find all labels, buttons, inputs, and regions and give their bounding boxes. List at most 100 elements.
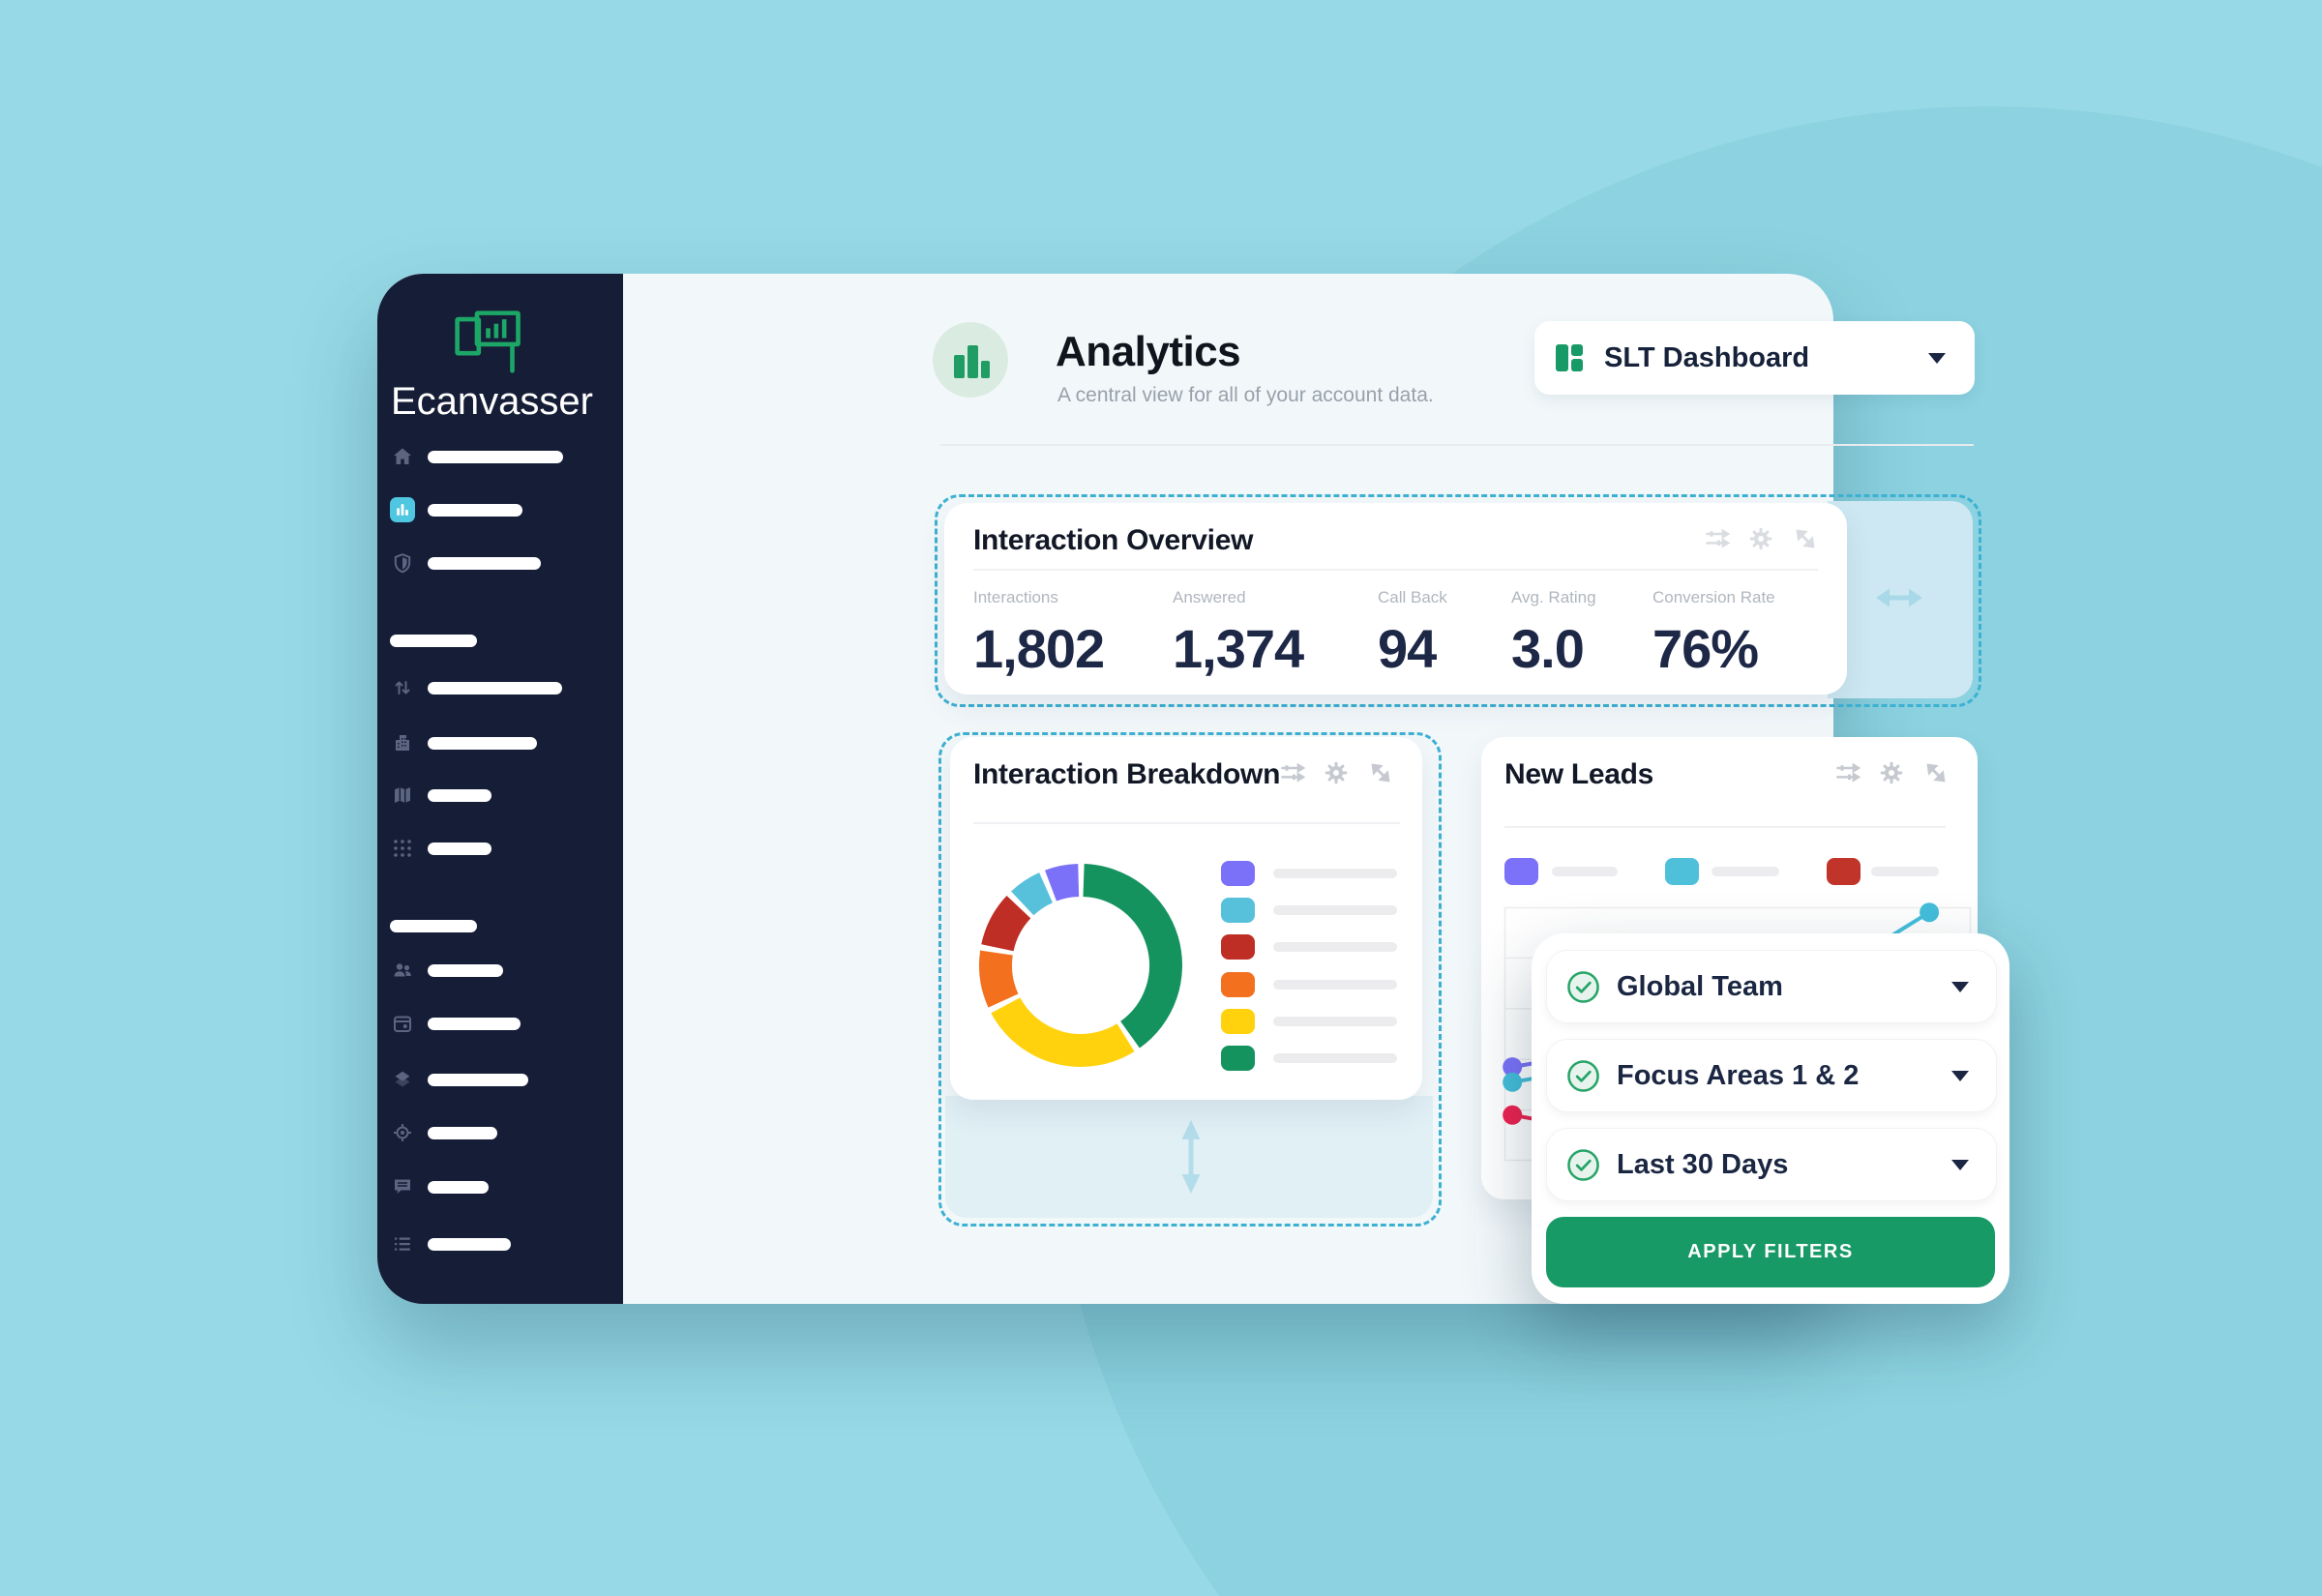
chat-icon: [390, 1174, 415, 1199]
donut-slice-yellow: [991, 996, 1135, 1067]
stats-row: Interactions 1,802 Answered 1,374 Call B…: [973, 588, 1846, 680]
horizontal-resize-arrow-icon[interactable]: [1876, 582, 1922, 613]
sidebar-item[interactable]: [390, 1231, 511, 1256]
sidebar-item[interactable]: [390, 730, 537, 755]
sidebar-item-label-placeholder: [428, 1017, 521, 1030]
expand-icon[interactable]: [1366, 758, 1395, 787]
sidebar-item-label-placeholder: [428, 503, 522, 517]
adjust-sliders-icon[interactable]: [1277, 758, 1306, 787]
expand-icon[interactable]: [1791, 524, 1820, 553]
stat-label: Interactions: [973, 588, 1058, 606]
legend-chip-red: [1221, 934, 1255, 961]
legend-label-placeholder: [1273, 979, 1397, 990]
header-divider: [940, 444, 1974, 446]
donut-slice-green: [1082, 864, 1182, 1049]
sidebar-item[interactable]: [390, 1067, 528, 1092]
filter-panel: Global Team Focus Areas 1 & 2 Last 30 Da…: [1532, 933, 2009, 1304]
card-actions: [1832, 758, 1950, 787]
dashboard-selector[interactable]: SLT Dashboard: [1534, 321, 1975, 395]
card-divider: [973, 569, 1818, 571]
check-circle-icon: [1567, 1148, 1599, 1181]
vertical-resize-arrow-icon[interactable]: [1176, 1120, 1206, 1194]
overview-resize-zone: [935, 494, 1981, 707]
sidebar-item[interactable]: [390, 783, 491, 808]
card-title: Interaction Overview: [973, 524, 1254, 556]
dashboard-grid-icon: [1552, 340, 1587, 375]
stat-label: Conversion Rate: [1652, 588, 1775, 606]
card-title: Interaction Breakdown: [973, 758, 1281, 790]
sidebar-item-label-placeholder: [428, 963, 503, 977]
building-icon: [390, 730, 415, 755]
sidebar-item[interactable]: [390, 1120, 497, 1145]
sidebar-item-label-placeholder: [428, 1073, 528, 1086]
filter-label: Focus Areas 1 & 2: [1617, 1059, 1860, 1091]
card-actions: [1702, 524, 1820, 553]
stat-label: Answered: [1173, 588, 1246, 606]
map-icon: [390, 783, 415, 808]
card-divider: [1504, 826, 1946, 828]
filter-dropdown[interactable]: Global Team: [1546, 950, 1997, 1023]
stat-value: 1,374: [1173, 618, 1304, 679]
dashboard-selector-label: SLT Dashboard: [1604, 341, 1810, 373]
legend-chip-cyan: [1221, 898, 1255, 924]
filter-dropdown[interactable]: Focus Areas 1 & 2: [1546, 1039, 1997, 1112]
donut-slice-orange: [979, 950, 1019, 1008]
check-circle-icon: [1567, 970, 1599, 1003]
adjust-sliders-icon[interactable]: [1832, 758, 1861, 787]
sidebar-item-label-placeholder: [428, 842, 491, 855]
legend-label-placeholder: [1712, 867, 1779, 876]
stat: Answered 1,374: [1173, 588, 1378, 680]
legend-chip-purple: [1221, 861, 1255, 886]
shield-icon: [390, 550, 415, 576]
legend-label-placeholder: [1273, 942, 1397, 953]
card-title: New Leads: [1504, 758, 1654, 790]
sidebar-item-label-placeholder: [428, 1237, 511, 1251]
gear-icon[interactable]: [1322, 758, 1351, 787]
stat-label: Avg. Rating: [1511, 588, 1596, 606]
sidebar-item[interactable]: [390, 836, 491, 861]
donut-chart: [969, 854, 1192, 1077]
sidebar-section-label-placeholder: [390, 920, 477, 932]
legend-chip: [1827, 858, 1861, 885]
page-subtitle: A central view for all of your account d…: [1057, 384, 1434, 406]
sidebar-item[interactable]: [390, 1011, 521, 1036]
grid-dots-icon: [390, 836, 415, 861]
expand-icon[interactable]: [1921, 758, 1950, 787]
sidebar-item[interactable]: [390, 1174, 489, 1199]
stat-value: 3.0: [1511, 618, 1585, 679]
target-icon: [390, 1120, 415, 1145]
sidebar-item[interactable]: [390, 444, 563, 469]
stat-value: 94: [1378, 618, 1437, 679]
gear-icon[interactable]: [1746, 524, 1775, 553]
brand-name: Ecanvasser: [391, 380, 593, 423]
bar-chart-icon: [933, 322, 1008, 398]
chevron-down-icon: [1951, 1159, 1969, 1170]
sidebar-item[interactable]: [390, 550, 541, 576]
stat: Interactions 1,802: [973, 588, 1173, 680]
stat: Conversion Rate 76%: [1652, 588, 1846, 680]
interaction-breakdown-card: Interaction Breakdown: [950, 737, 1422, 1100]
sidebar-item[interactable]: [390, 497, 522, 522]
page-title: Analytics: [1056, 328, 1241, 375]
legend-chip-orange: [1221, 971, 1255, 997]
card-divider: [973, 822, 1400, 824]
sidebar-item-label-placeholder: [428, 788, 491, 802]
legend-label-placeholder: [1273, 905, 1397, 916]
interaction-overview-card: Interaction Overview Interactions 1,802 …: [944, 503, 1847, 695]
card-actions: [1277, 758, 1395, 787]
calendar-icon: [390, 1011, 415, 1036]
apply-filters-button[interactable]: APPLY FILTERS: [1546, 1217, 1995, 1287]
legend-label-placeholder: [1552, 867, 1618, 876]
sidebar-item[interactable]: [390, 675, 562, 700]
sort-arrows-icon: [390, 675, 415, 700]
sidebar-item[interactable]: [390, 958, 503, 983]
chevron-down-icon: [1951, 981, 1969, 992]
legend-label-placeholder: [1273, 869, 1397, 878]
filter-dropdown[interactable]: Last 30 Days: [1546, 1128, 1997, 1201]
legend-label-placeholder: [1273, 1016, 1397, 1026]
gear-icon[interactable]: [1877, 758, 1906, 787]
sidebar-item-label-placeholder: [428, 681, 562, 695]
sidebar-item-label-placeholder: [428, 556, 541, 570]
filter-label: Global Team: [1617, 970, 1783, 1002]
adjust-sliders-icon[interactable]: [1702, 524, 1731, 553]
